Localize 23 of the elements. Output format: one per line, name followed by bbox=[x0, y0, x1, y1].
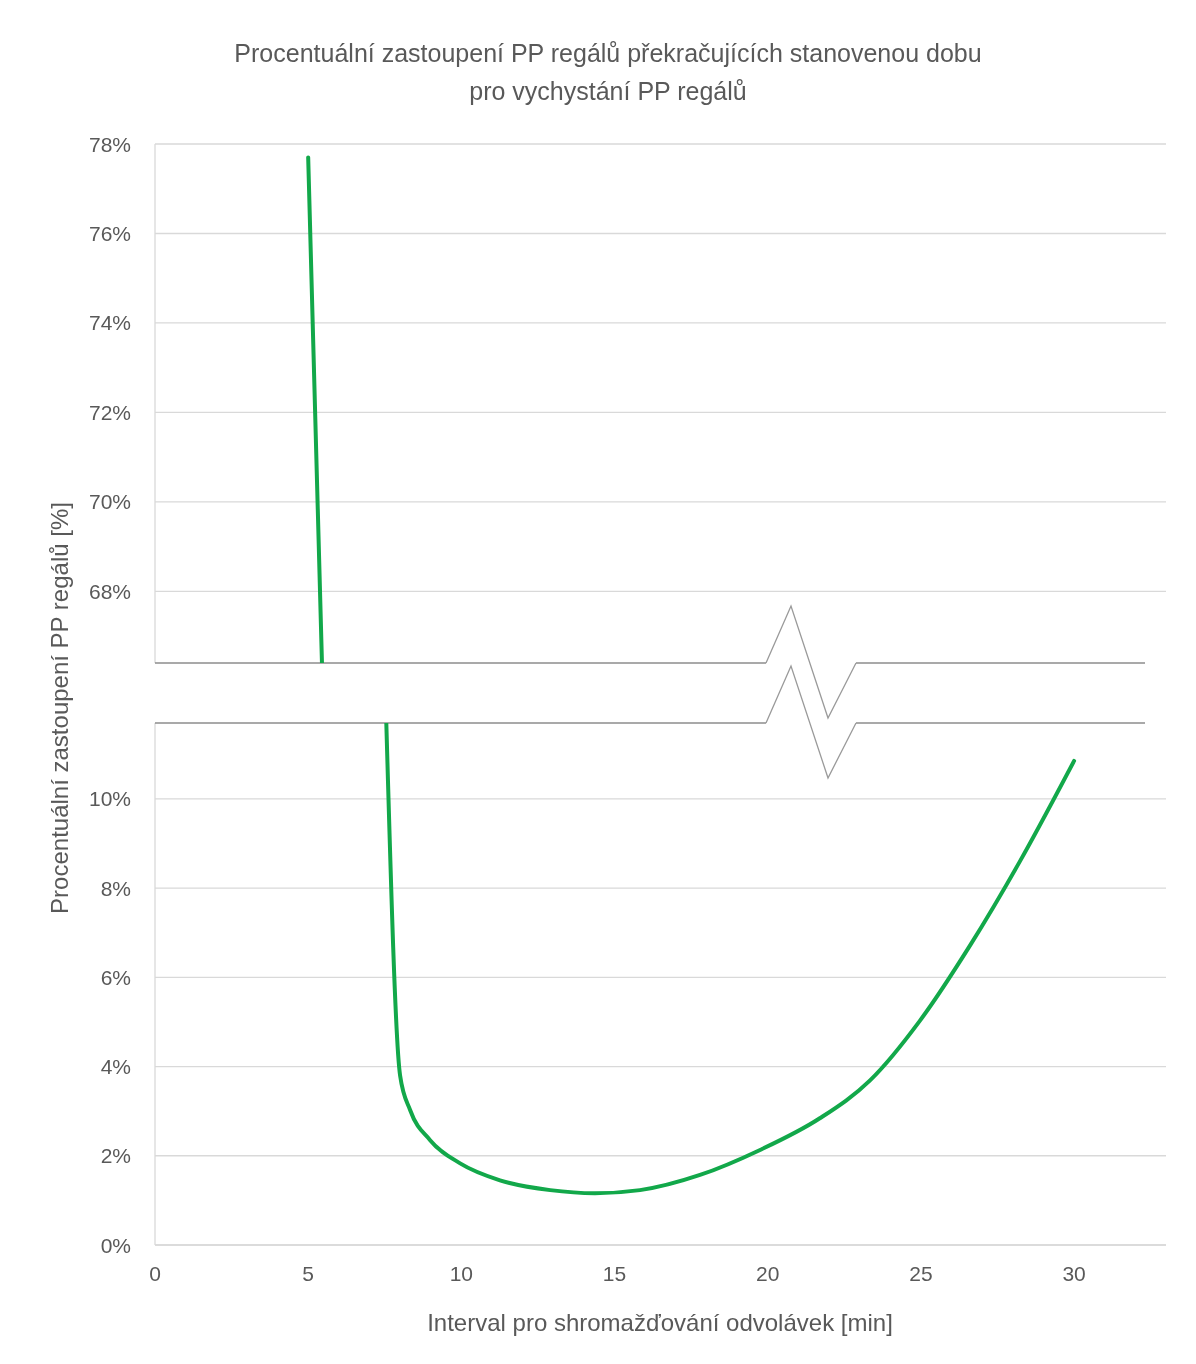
y-tick-label: 6% bbox=[100, 965, 131, 989]
x-tick-label: 10 bbox=[449, 1262, 474, 1285]
line-series bbox=[384, 723, 1077, 1196]
y-tick-label: 8% bbox=[100, 876, 131, 900]
x-tick-label: 25 bbox=[909, 1262, 933, 1285]
y-axis-title: Procentuální zastoupení PP regálů [%] bbox=[45, 502, 73, 914]
y-tick-label: 70% bbox=[88, 490, 131, 514]
x-axis-title: Interval pro shromažďování odvolávek [min] bbox=[427, 1308, 893, 1336]
x-tick-label: 20 bbox=[756, 1262, 780, 1285]
x-tick-label: 30 bbox=[1062, 1262, 1086, 1285]
y-tick-label: 72% bbox=[88, 400, 131, 424]
y-tick-label: 4% bbox=[100, 1055, 131, 1079]
x-tick-label: 5 bbox=[302, 1262, 315, 1285]
x-tick-label: 0 bbox=[149, 1262, 161, 1285]
y-tick-label: 74% bbox=[88, 311, 131, 335]
x-tick-label: 15 bbox=[602, 1262, 627, 1285]
y-tick-label: 2% bbox=[100, 1144, 131, 1168]
y-tick-label: 68% bbox=[88, 579, 131, 603]
y-tick-label: 76% bbox=[88, 221, 131, 245]
y-tick-label: 0% bbox=[100, 1233, 131, 1257]
chart-title: Procentuální zastoupení PP regálů překračujících stanovenou dobu pro vychystání PP regálů bbox=[234, 39, 982, 105]
y-tick-label: 10% bbox=[88, 787, 131, 811]
y-tick-label: 78% bbox=[88, 132, 131, 156]
